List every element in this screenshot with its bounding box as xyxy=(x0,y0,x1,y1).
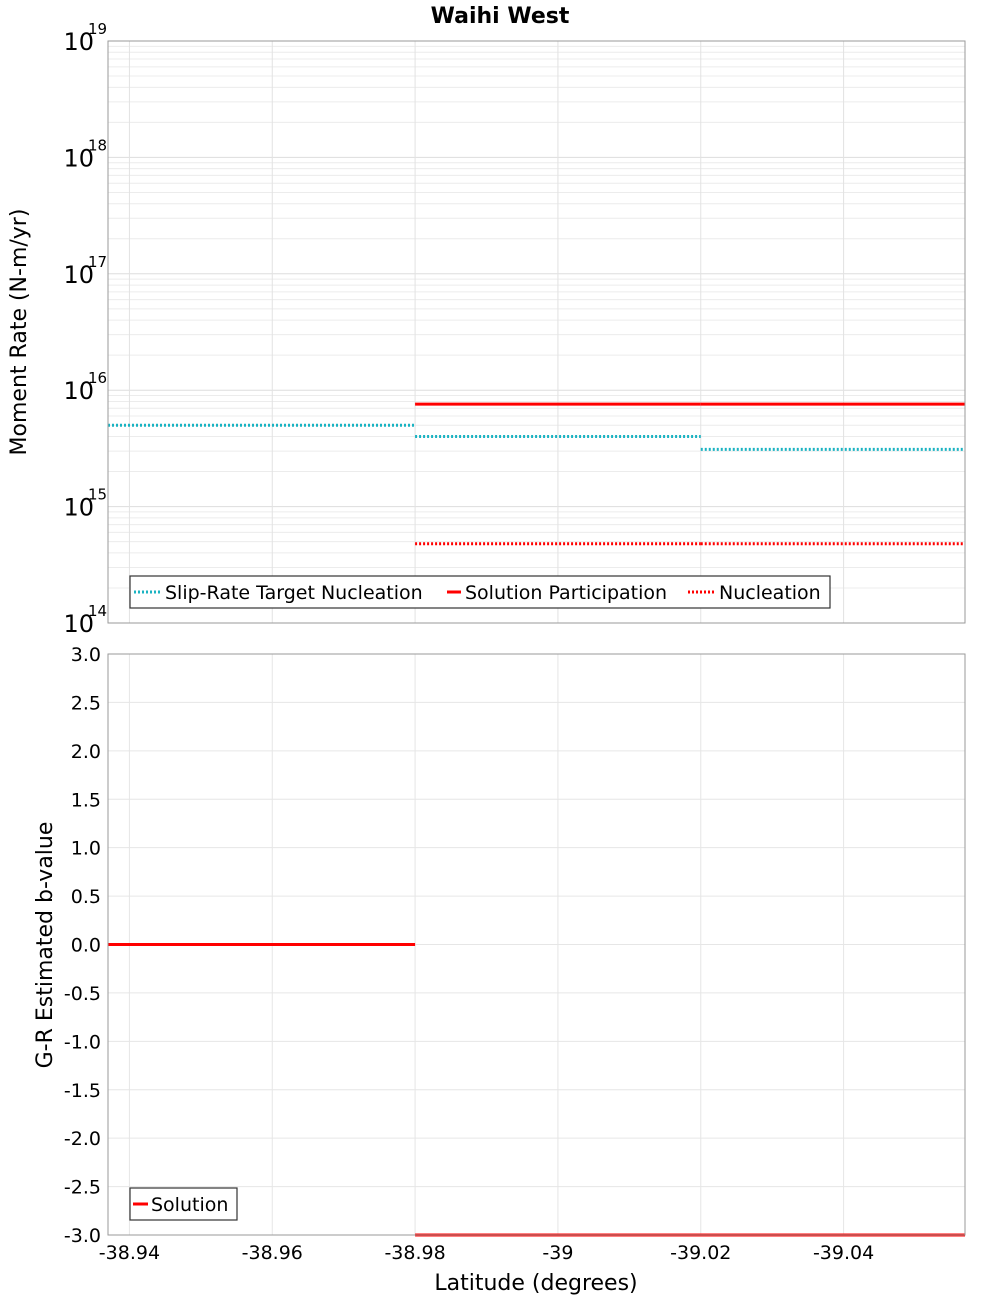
top-y-tick-exponent: 18 xyxy=(88,136,107,154)
top-y-tick-label: 10 xyxy=(63,144,94,172)
x-tick-label: -38.98 xyxy=(384,1242,445,1264)
bottom-y-tick-label: -2.0 xyxy=(64,1128,101,1150)
top-y-tick-exponent: 15 xyxy=(88,486,107,504)
bottom-legend: Solution xyxy=(129,1187,238,1221)
bottom-y-axis-label: G-R Estimated b-value xyxy=(33,822,58,1069)
legend-label-slip-rate-target-nucleation: Slip-Rate Target Nucleation xyxy=(165,582,423,604)
top-plot-frame xyxy=(107,40,966,624)
legend-label-solution-participation: Solution Participation xyxy=(465,582,667,604)
bottom-y-tick-label: 1.0 xyxy=(71,838,101,860)
bottom-y-tick-label: -1.5 xyxy=(64,1080,101,1102)
top-y-tick-label: 10 xyxy=(63,261,94,289)
bottom-y-tick-label: 0.0 xyxy=(71,935,101,957)
top-gridlines xyxy=(108,40,965,624)
bottom-y-tick-labels: 3.0 2.5 2.0 1.5 1.0 0.5 0.0 -0.5 -1.0 -1.5 -2.0 -2.… xyxy=(64,644,101,1247)
bottom-y-tick-label: 3.0 xyxy=(71,644,101,666)
x-axis-label: Latitude (degrees) xyxy=(434,1271,637,1296)
bottom-y-tick-label: -3.0 xyxy=(64,1225,101,1247)
top-plot-area xyxy=(108,41,965,623)
top-y-tick-label: 10 xyxy=(63,377,94,405)
top-legend: Slip-Rate Target Nucleation Solution Par… xyxy=(129,575,831,609)
x-tick-labels: -38.94 -38.96 -38.98 -39 -39.02 -39.04 xyxy=(99,1242,874,1264)
top-y-tick-label: 10 xyxy=(63,494,94,522)
top-y-tick-exponent: 16 xyxy=(88,369,107,387)
top-y-tick-label: 10 xyxy=(63,610,94,638)
top-y-tick-exponent: 19 xyxy=(88,20,107,38)
x-tick-label: -38.96 xyxy=(242,1242,303,1264)
legend-label-solution: Solution xyxy=(151,1194,228,1216)
bottom-y-tick-label: -2.5 xyxy=(64,1177,101,1199)
bottom-y-tick-label: 1.5 xyxy=(71,789,101,811)
top-y-tick-exponent: 17 xyxy=(88,253,107,271)
x-tick-label: -39.02 xyxy=(670,1242,731,1264)
bottom-y-tick-label: 2.0 xyxy=(71,741,101,763)
bottom-y-tick-label: 2.5 xyxy=(71,692,101,714)
x-tick-label: -39.04 xyxy=(813,1242,874,1264)
bottom-panel: 3.0 2.5 2.0 1.5 1.0 0.5 0.0 -0.5 -1.0 -1.5 -2.0 -2.… xyxy=(33,644,966,1296)
x-tick-label: -38.94 xyxy=(99,1242,160,1264)
top-y-axis-label: Moment Rate (N-m/yr) xyxy=(7,209,32,456)
top-series-group xyxy=(108,402,965,546)
bottom-y-tick-label: -0.5 xyxy=(64,983,101,1005)
legend-label-nucleation: Nucleation xyxy=(719,582,821,604)
x-tick-label: -39 xyxy=(542,1242,573,1264)
bottom-y-tick-label: 0.5 xyxy=(71,886,101,908)
top-y-tick-label: 10 xyxy=(63,28,94,56)
bottom-y-tick-label: -1.0 xyxy=(64,1031,101,1053)
top-y-tick-exponent: 14 xyxy=(88,602,107,620)
bottom-plot-frame xyxy=(107,653,966,1236)
chart-title: Waihi West xyxy=(431,4,570,29)
